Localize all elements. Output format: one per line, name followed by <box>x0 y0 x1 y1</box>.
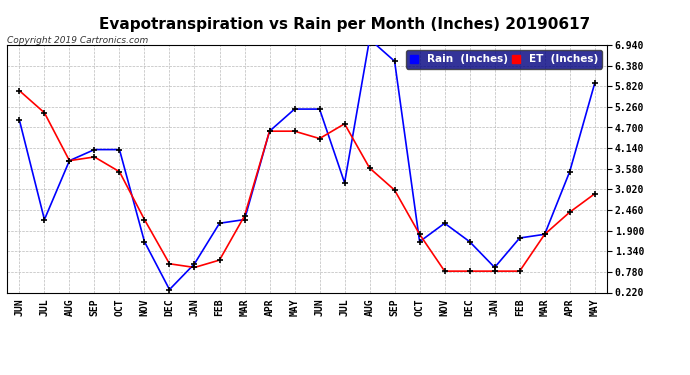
Text: Copyright 2019 Cartronics.com: Copyright 2019 Cartronics.com <box>7 36 148 45</box>
Text: Evapotranspiration vs Rain per Month (Inches) 20190617: Evapotranspiration vs Rain per Month (In… <box>99 17 591 32</box>
Legend: Rain  (Inches), ET  (Inches): Rain (Inches), ET (Inches) <box>406 50 602 69</box>
